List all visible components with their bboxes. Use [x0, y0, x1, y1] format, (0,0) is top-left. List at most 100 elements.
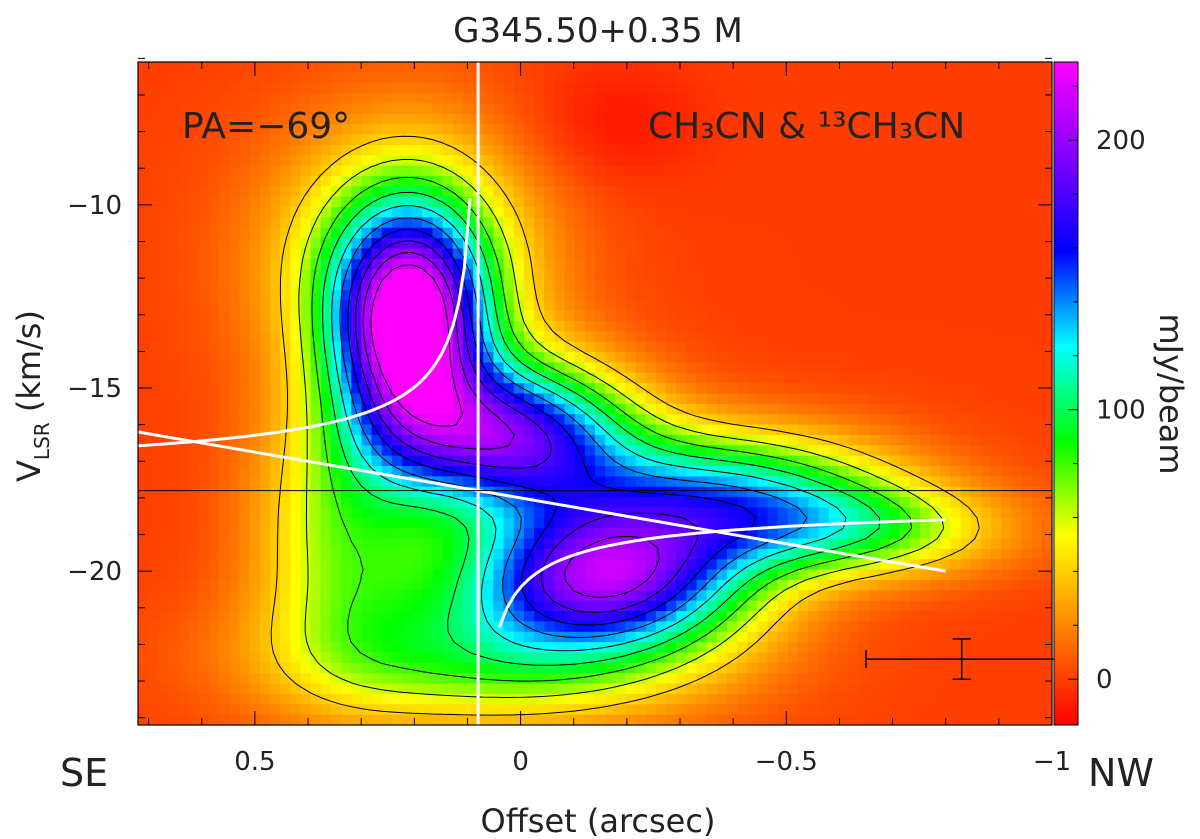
heatmap-cell	[1021, 82, 1033, 94]
heatmap-cell	[564, 207, 576, 218]
heatmap-cell	[1001, 103, 1012, 115]
heatmap-cell	[290, 393, 302, 405]
heatmap-cell	[655, 124, 667, 136]
heatmap-cell	[747, 207, 759, 218]
heatmap-cell	[402, 155, 413, 167]
heatmap-cell	[899, 611, 911, 623]
heatmap-cell	[544, 331, 555, 343]
heatmap-cell	[138, 238, 149, 250]
heatmap-cell	[239, 424, 251, 436]
heatmap-cell	[178, 227, 190, 239]
heatmap-cell	[706, 621, 718, 633]
heatmap-cell	[178, 476, 190, 488]
heatmap-cell	[534, 476, 545, 488]
heatmap-cell	[1031, 93, 1043, 105]
heatmap-cell	[706, 258, 718, 270]
heatmap-cell	[980, 538, 992, 550]
heatmap-cell	[625, 279, 637, 291]
heatmap-cell	[757, 600, 769, 612]
heatmap-cell	[381, 279, 393, 291]
heatmap-cell	[320, 238, 332, 250]
heatmap-cell	[239, 631, 251, 643]
heatmap-cell	[818, 466, 830, 477]
heatmap-cell	[991, 269, 1002, 281]
heatmap-cell	[178, 403, 190, 415]
heatmap-cell	[635, 175, 647, 187]
heatmap-cell	[950, 434, 962, 446]
heatmap-cell	[544, 113, 555, 125]
heatmap-cell	[777, 445, 789, 457]
heatmap-cell	[219, 611, 230, 623]
heatmap-cell	[706, 248, 718, 260]
heatmap-cell	[361, 320, 373, 332]
heatmap-cell	[402, 72, 413, 84]
heatmap-cell	[635, 227, 647, 239]
heatmap-cell	[229, 279, 241, 291]
heatmap-cell	[574, 414, 586, 426]
heatmap-cell	[655, 383, 667, 395]
heatmap-cell	[351, 548, 363, 560]
heatmap-cell	[229, 528, 241, 540]
heatmap-cell	[1021, 517, 1033, 529]
heatmap-cell	[574, 579, 586, 591]
heatmap-cell	[432, 579, 444, 591]
heatmap-cell	[747, 62, 759, 73]
heatmap-cell	[605, 590, 616, 602]
heatmap-cell	[168, 466, 180, 477]
heatmap-cell	[381, 175, 393, 187]
heatmap-cell	[574, 82, 586, 94]
heatmap-cell	[970, 548, 982, 560]
heatmap-cell	[229, 72, 241, 84]
heatmap-cell	[889, 124, 901, 136]
heatmap-cell	[290, 559, 302, 571]
heatmap-cell	[574, 300, 586, 312]
heatmap-cell	[341, 144, 352, 156]
heatmap-cell	[696, 611, 708, 623]
heatmap-cell	[422, 82, 434, 94]
heatmap-cell	[249, 621, 261, 633]
heatmap-cell	[351, 279, 363, 291]
heatmap-cell	[229, 352, 241, 364]
heatmap-cell	[798, 144, 809, 156]
heatmap-cell	[595, 124, 606, 136]
heatmap-cell	[798, 559, 809, 571]
heatmap-cell	[930, 341, 941, 353]
heatmap-cell	[503, 362, 515, 374]
heatmap-cell	[676, 320, 687, 332]
heatmap-cell	[727, 517, 738, 529]
heatmap-cell	[310, 72, 322, 84]
heatmap-cell	[757, 269, 769, 281]
heatmap-cell	[168, 279, 180, 291]
heatmap-cell	[889, 445, 901, 457]
heatmap-cell	[270, 217, 281, 229]
heatmap-cell	[727, 258, 738, 270]
heatmap-cell	[320, 579, 332, 591]
heatmap-cell	[899, 434, 911, 446]
heatmap-cell	[138, 331, 149, 343]
heatmap-cell	[341, 466, 352, 477]
heatmap-cell	[696, 466, 708, 477]
heatmap-cell	[381, 466, 393, 477]
heatmap-cell	[249, 331, 261, 343]
heatmap-cell	[523, 352, 535, 364]
heatmap-cell	[493, 62, 505, 73]
heatmap-cell	[828, 621, 840, 633]
heatmap-cell	[351, 403, 363, 415]
heatmap-cell	[564, 62, 576, 73]
heatmap-cell	[371, 207, 383, 218]
heatmap-cell	[239, 238, 251, 250]
heatmap-cell	[198, 486, 210, 498]
heatmap-cell	[239, 362, 251, 374]
heatmap-cell	[655, 227, 667, 239]
heatmap-cell	[188, 569, 200, 581]
heatmap-cell	[138, 155, 149, 167]
heatmap-cell	[290, 248, 302, 260]
heatmap-cell	[503, 434, 515, 446]
heatmap-cell	[148, 445, 159, 457]
heatmap-cell	[574, 258, 586, 270]
heatmap-cell	[270, 352, 281, 364]
heatmap-cell	[138, 341, 149, 353]
heatmap-cell	[869, 621, 880, 633]
heatmap-cell	[666, 175, 677, 187]
heatmap-cell	[848, 269, 860, 281]
